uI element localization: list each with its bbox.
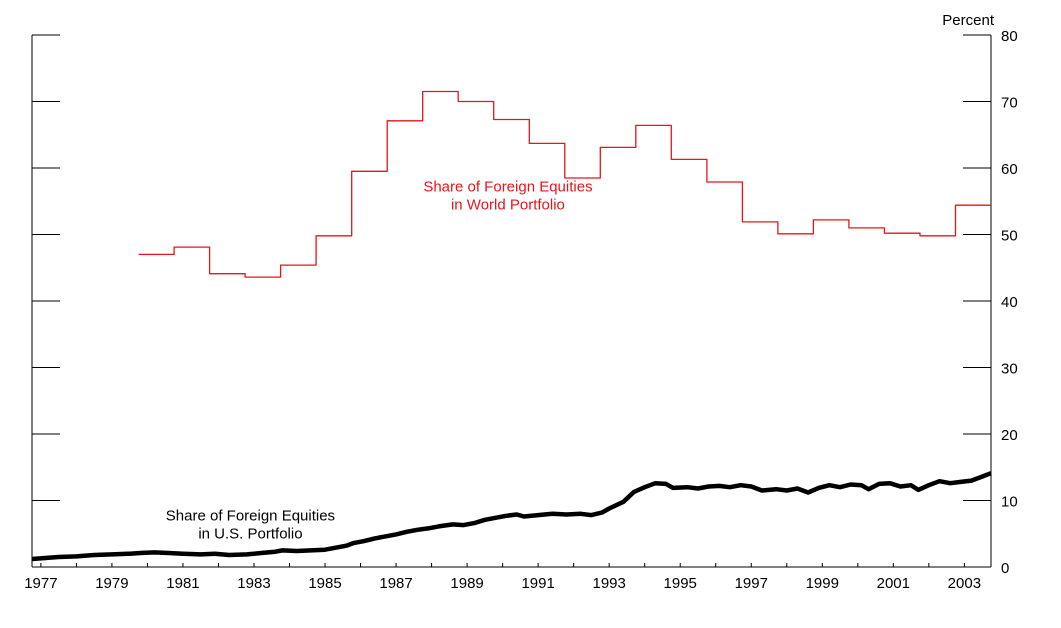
x-tick-label: 1979 bbox=[95, 575, 128, 592]
x-tick-label: 2003 bbox=[948, 575, 981, 592]
y-tick-label: 50 bbox=[1001, 228, 1018, 245]
series-line-us bbox=[31, 471, 992, 562]
series-layer bbox=[31, 90, 992, 562]
x-tick-label: 1987 bbox=[379, 575, 412, 592]
series-line-world bbox=[138, 90, 991, 278]
annotation-us-line: Share of Foreign Equities bbox=[166, 507, 335, 524]
y-tick-label: 60 bbox=[1001, 161, 1018, 178]
x-tick-label: 2001 bbox=[877, 575, 910, 592]
x-tick-label: 1985 bbox=[308, 575, 341, 592]
annotation-world-line: Share of Foreign Equities bbox=[423, 178, 592, 195]
y-tick-label: 0 bbox=[1001, 560, 1009, 577]
x-tick-label: 1995 bbox=[664, 575, 697, 592]
y-tick-label: 70 bbox=[1001, 95, 1018, 112]
x-tick-label: 1997 bbox=[735, 575, 768, 592]
x-tick-label: 1983 bbox=[237, 575, 270, 592]
y-tick-label: 80 bbox=[1001, 28, 1018, 45]
x-tick-label: 1981 bbox=[166, 575, 199, 592]
y-tick-label: 40 bbox=[1001, 294, 1018, 311]
x-tick-label: 1989 bbox=[450, 575, 483, 592]
y-axis-unit-label: Percent bbox=[942, 12, 995, 29]
annotation-us-line: in U.S. Portfolio bbox=[198, 525, 302, 542]
y-tick-label: 20 bbox=[1001, 427, 1018, 444]
y-tick-label: 30 bbox=[1001, 361, 1018, 378]
y-tick-label: 10 bbox=[1001, 494, 1018, 511]
x-tick-label: 1977 bbox=[24, 575, 57, 592]
x-axis: 1977 1979 1981 1983 1985 1987 1989 1991 1993 1995… bbox=[24, 563, 981, 592]
x-tick-label: 1993 bbox=[592, 575, 625, 592]
x-tick-label: 1991 bbox=[521, 575, 554, 592]
x-tick-label: 1999 bbox=[806, 575, 839, 592]
annotation-world-line: in World Portfolio bbox=[451, 196, 565, 213]
y-axis: 0 10 20 30 40 50 60 70 80 bbox=[32, 28, 1018, 577]
